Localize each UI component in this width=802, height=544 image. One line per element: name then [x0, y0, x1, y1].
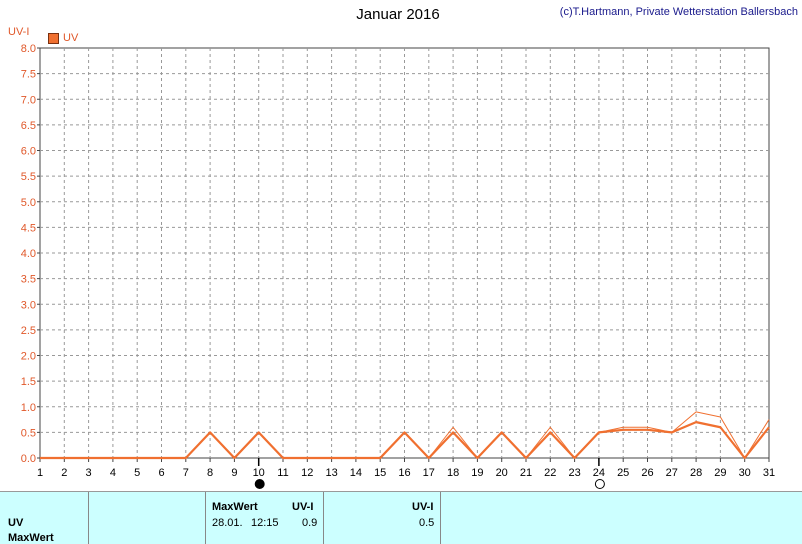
- panel-row-uv: UV: [8, 517, 24, 529]
- x-tick-label: 4: [110, 467, 116, 479]
- y-tick-label: 0.5: [21, 427, 36, 439]
- x-tick-label: 28: [690, 467, 702, 479]
- x-tick-label: 30: [739, 467, 751, 479]
- y-tick-label: 0.0: [21, 453, 36, 465]
- panel-divider: [323, 492, 324, 544]
- y-tick-label: 5.5: [21, 171, 36, 183]
- y-tick-label: 2.0: [21, 351, 36, 363]
- uv-chart: 0.0 0.5 1.0 1.5 2.0 2.5 3.0 3.5 4.0 4.5 5.0 5.5 6.0 6…: [21, 43, 775, 489]
- chart-title: Januar 2016: [356, 6, 440, 23]
- x-tick-label: 21: [520, 467, 532, 479]
- x-tick-label: 22: [544, 467, 556, 479]
- x-tick-label: 27: [666, 467, 678, 479]
- y-tick-label: 4.0: [21, 248, 36, 260]
- legend-label: UV: [63, 32, 79, 44]
- x-tick-label: 20: [496, 467, 508, 479]
- y-tick-label: 4.5: [21, 222, 36, 234]
- x-tick-label: 7: [183, 467, 189, 479]
- panel-max-date: 28.01.: [212, 517, 243, 529]
- x-tick-label: 10: [253, 467, 265, 479]
- credit-text: (c)T.Hartmann, Private Wetterstation Bal…: [559, 6, 798, 18]
- y-tick-label: 6.5: [21, 120, 36, 132]
- y-axis-unit: UV-I: [8, 26, 30, 38]
- panel-max-value: 0.9: [302, 517, 318, 529]
- panel-header-uvi-2: UV-I: [412, 501, 434, 513]
- x-tick-label: 9: [231, 467, 237, 479]
- new-moon-icon: [254, 479, 265, 489]
- panel-max-time: 12:15: [251, 517, 279, 529]
- panel-header-maxwert: MaxWert: [212, 501, 258, 513]
- x-tick-label: 8: [207, 467, 213, 479]
- x-tick-label: 14: [350, 467, 362, 479]
- x-tick-label: 1: [37, 467, 43, 479]
- x-tick-label: 31: [763, 467, 775, 479]
- full-moon-icon: [594, 479, 605, 489]
- y-tick-label: 1.5: [21, 376, 36, 388]
- y-tick-label: 8.0: [21, 43, 36, 55]
- y-tick-label: 1.0: [21, 402, 36, 414]
- y-tick-label: 5.0: [21, 197, 36, 209]
- y-tick-label: 3.0: [21, 299, 36, 311]
- x-tick-label: 2: [61, 467, 67, 479]
- x-tick-label: 26: [641, 467, 653, 479]
- y-tick-label: 2.5: [21, 325, 36, 337]
- x-tick-label: 29: [714, 467, 726, 479]
- legend: UV: [48, 32, 78, 44]
- x-tick-label: 3: [86, 467, 92, 479]
- x-tick-label: 17: [423, 467, 435, 479]
- y-tick-label: 3.5: [21, 274, 36, 286]
- panel-divider: [205, 492, 206, 544]
- x-tick-label: 15: [374, 467, 386, 479]
- x-tick-label: 18: [447, 467, 459, 479]
- x-tick-label: 25: [617, 467, 629, 479]
- x-tick-label: 23: [568, 467, 580, 479]
- x-tick-label: 12: [301, 467, 313, 479]
- x-tick-label: 5: [134, 467, 140, 479]
- summary-panel: MaxWert UV-I UV-I UV 28.01. 12:15 0.9 0.…: [0, 491, 802, 544]
- panel-divider: [440, 492, 441, 544]
- y-tick-label: 7.5: [21, 69, 36, 81]
- x-tick-label: 6: [158, 467, 164, 479]
- x-tick-label: 24: [593, 467, 605, 479]
- y-tick-label: 7.0: [21, 94, 36, 106]
- x-tick-label: 16: [398, 467, 410, 479]
- x-tick-label: 11: [277, 467, 288, 479]
- x-tick-label: 19: [471, 467, 483, 479]
- uv-max-series-line: [40, 411, 770, 459]
- panel-header-uvi: UV-I: [292, 501, 314, 513]
- y-tick-label: 6.0: [21, 146, 36, 158]
- panel-second-value: 0.5: [419, 517, 435, 529]
- panel-divider: [88, 492, 89, 544]
- x-tick-label: 13: [325, 467, 337, 479]
- legend-swatch: [48, 32, 59, 44]
- panel-row-maxwert: MaxWert: [8, 532, 54, 544]
